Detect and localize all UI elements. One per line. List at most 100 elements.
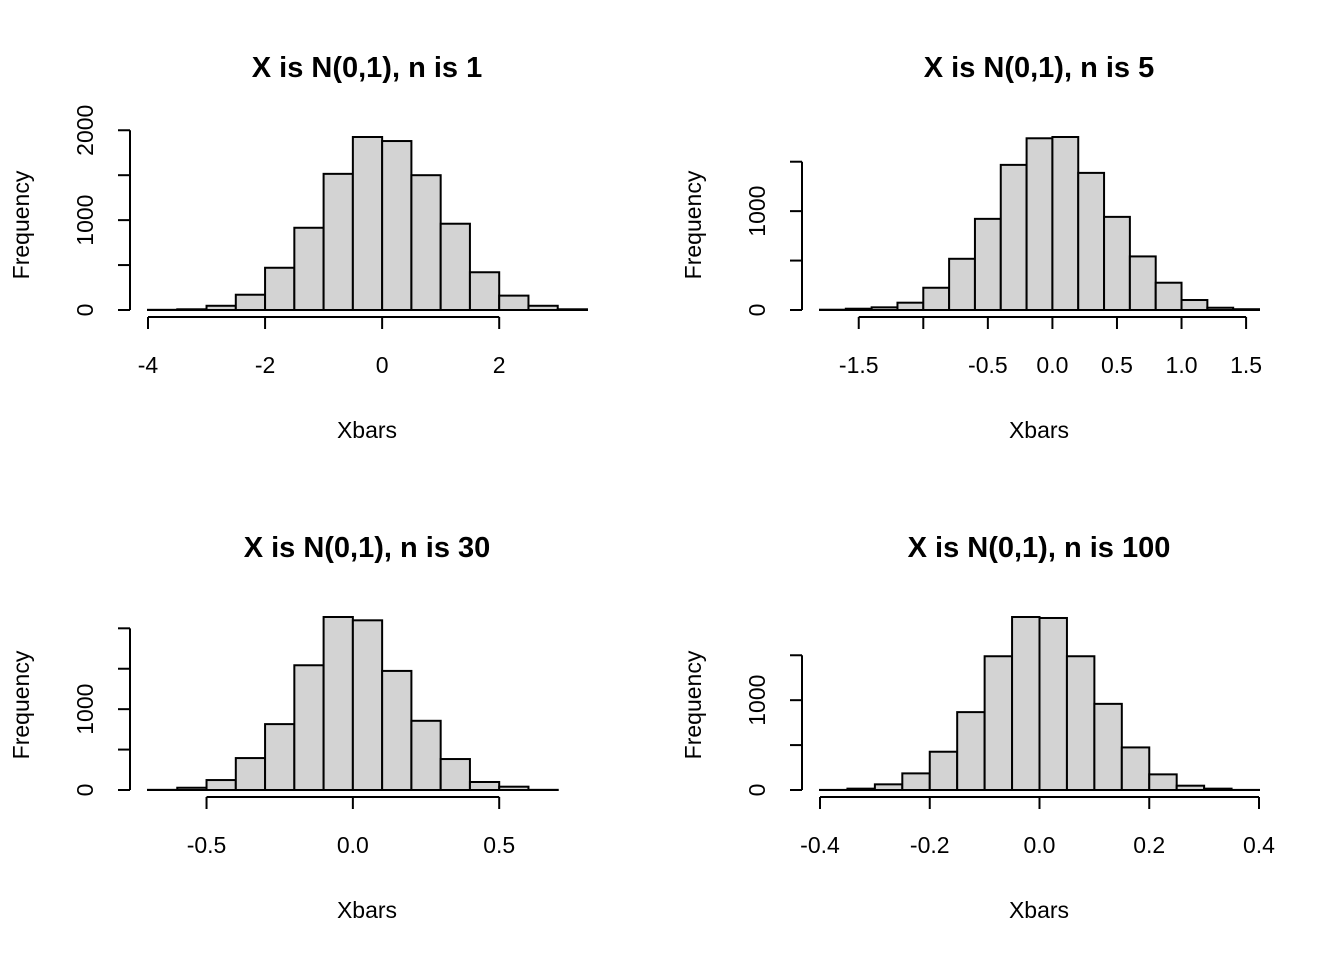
x-axis-label: Xbars	[1009, 417, 1069, 443]
histogram-bar	[351, 619, 384, 791]
histogram-bar	[873, 783, 904, 792]
histogram-bar	[844, 307, 873, 311]
histogram-bar	[1180, 299, 1209, 312]
histogram-bar	[870, 306, 899, 312]
histogram-bar	[1206, 306, 1235, 312]
y-tick-label: 1000	[72, 195, 98, 246]
histogram-bar	[264, 266, 296, 312]
x-tick-label: -0.4	[800, 832, 840, 858]
histogram-bar	[527, 304, 559, 311]
histogram-bar	[956, 711, 986, 791]
y-tick-label: 0	[744, 784, 770, 797]
x-tick-label: -0.5	[968, 352, 1008, 378]
histogram-bar	[1232, 308, 1260, 311]
histogram-bar	[468, 271, 501, 311]
histogram-bar	[928, 750, 959, 791]
histogram-bar	[498, 294, 530, 312]
x-tick-label: 0	[376, 352, 389, 378]
x-tick-label: -1.5	[839, 352, 879, 378]
histogram-bar	[410, 719, 442, 791]
x-tick-label: -0.5	[187, 832, 227, 858]
y-tick-label: 1000	[72, 684, 98, 735]
x-tick-label: 1.5	[1230, 352, 1262, 378]
histogram-bar	[1011, 616, 1041, 791]
histogram-bar	[1120, 746, 1151, 791]
x-tick-label: -0.2	[910, 832, 950, 858]
histogram-bar	[234, 293, 267, 311]
x-tick-label: 1.0	[1166, 352, 1198, 378]
x-axis-label: Xbars	[337, 417, 397, 443]
histogram-bar	[896, 301, 925, 311]
x-tick-label: 2	[493, 352, 506, 378]
y-tick-label: 0	[72, 784, 98, 797]
chart-title: X is N(0,1), n is 5	[924, 52, 1154, 84]
x-tick-label: 0.0	[337, 832, 369, 858]
y-tick-label: 0	[744, 304, 770, 317]
y-tick-label: 1000	[744, 186, 770, 237]
histogram-bar	[322, 616, 354, 791]
histogram-bar	[439, 758, 471, 791]
histogram-bar	[948, 257, 976, 311]
histogram-bar	[264, 723, 296, 791]
histogram-bar	[901, 772, 931, 792]
histogram-bar	[176, 786, 208, 792]
x-tick-label: -2	[255, 352, 275, 378]
histogram-bar	[439, 222, 471, 311]
histogram-panel: X is N(0,1), n is 1 -4 -2 0 2 0 1000 2000 Xbars F…	[8, 52, 589, 443]
histogram-bar	[1148, 773, 1178, 792]
chart-title: X is N(0,1), n is 100	[908, 532, 1171, 564]
histogram-bar	[1065, 655, 1096, 791]
histogram-bar	[1093, 702, 1123, 792]
y-axis-label: Frequency	[680, 650, 706, 759]
y-tick-label: 0	[72, 304, 98, 317]
x-tick-label: 0.0	[1036, 352, 1068, 378]
histogram-bar	[381, 669, 413, 791]
histogram-bar	[205, 779, 237, 792]
histogram-bar	[176, 308, 208, 311]
histogram-bar	[293, 226, 325, 311]
histogram-bar	[1103, 215, 1131, 311]
histogram-bar	[1051, 136, 1080, 311]
histogram-bar	[234, 757, 267, 791]
histogram-bar	[556, 308, 589, 311]
y-axis-label: Frequency	[8, 650, 34, 759]
x-axis-label: Xbars	[1009, 897, 1069, 923]
x-tick-label: 0.2	[1133, 832, 1165, 858]
histogram-bar	[1154, 281, 1183, 311]
histogram-bar	[1175, 784, 1206, 792]
histogram-panel: X is N(0,1), n is 100 -0.4 -0.2 0.0 0.2 0.4 0 1…	[680, 532, 1275, 923]
histogram-bar	[410, 174, 442, 311]
x-tick-label: -4	[138, 352, 159, 378]
chart-title: X is N(0,1), n is 30	[244, 532, 491, 564]
histogram-panel: X is N(0,1), n is 5 -1.5 -0.5 0.0 0.5 1.0 1.5 0…	[680, 52, 1262, 443]
histogram-bar	[322, 172, 354, 311]
histogram-bar	[1025, 137, 1054, 311]
histogram-bar	[205, 304, 237, 311]
chart-title: X is N(0,1), n is 1	[252, 52, 482, 84]
y-axis-label: Frequency	[8, 170, 34, 279]
histogram-panel: X is N(0,1), n is 30 -0.5 0.0 0.5 0 1000 Xbars…	[8, 532, 559, 923]
histogram-bar	[973, 217, 1002, 311]
histogram-bar	[983, 655, 1014, 791]
histogram-bar	[293, 664, 325, 791]
y-axis-label: Frequency	[680, 170, 706, 279]
histogram-bar	[1203, 787, 1233, 792]
histogram-bar	[846, 787, 876, 792]
histogram-bar	[922, 286, 951, 311]
x-tick-label: 0.5	[1101, 352, 1133, 378]
histogram-bar	[351, 136, 384, 311]
histogram-bar	[999, 163, 1028, 311]
x-tick-label: 0.5	[483, 832, 515, 858]
y-tick-label: 1000	[744, 675, 770, 726]
y-tick-label: 2000	[72, 105, 98, 156]
x-tick-label: 0.0	[1024, 832, 1056, 858]
histogram-bar	[468, 780, 501, 792]
x-tick-label: 0.4	[1243, 832, 1275, 858]
x-axis-label: Xbars	[337, 897, 397, 923]
histogram-bar	[1128, 255, 1157, 312]
histogram-bar	[1077, 171, 1106, 311]
histogram-bar	[498, 785, 530, 792]
histogram-bar	[1038, 616, 1068, 791]
histogram-bar	[381, 140, 413, 311]
